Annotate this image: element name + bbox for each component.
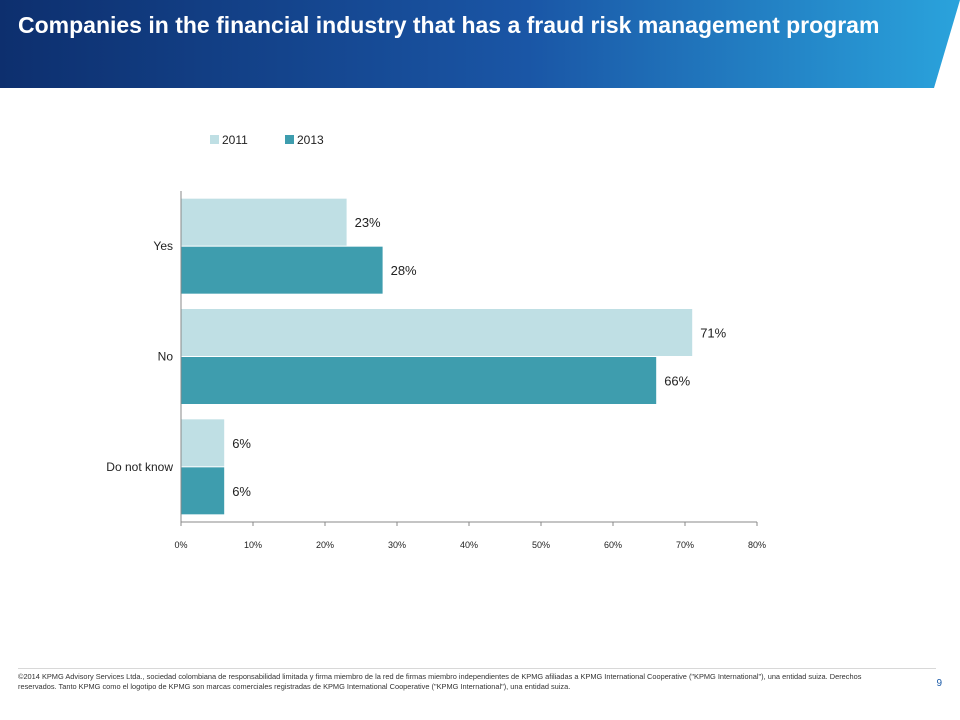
x-tick-label: 80% [748,540,766,550]
legend-label-2013: 2013 [297,133,324,147]
data-label: 66% [664,374,690,389]
legend-label-2011: 2011 [222,133,248,147]
x-tick-label: 70% [676,540,694,550]
bar-no-2013 [181,357,657,404]
legend-swatch-2013 [285,135,294,144]
bar-no-2011 [181,309,693,356]
bar-yes-2013 [181,246,383,294]
bar-do-not-know-2011 [181,419,225,467]
page-title: Companies in the financial industry that… [18,12,880,38]
x-tick-label: 0% [174,540,187,550]
footer-divider [18,668,936,669]
data-label: 71% [700,326,726,341]
bar-yes-2011 [181,198,347,246]
x-tick-label: 60% [604,540,622,550]
x-tick-label: 50% [532,540,550,550]
x-tick-label: 10% [244,540,262,550]
category-label: Yes [153,239,173,253]
page-number: 9 [936,678,942,689]
bar-chart-svg: 2011 2013 23% 28% Yes 71% 66% No 6% 6% Do not know… [106,133,766,550]
category-label: No [158,350,174,364]
data-label: 6% [232,484,251,499]
data-label: 23% [355,215,381,230]
x-tick-label: 30% [388,540,406,550]
category-label: Do not know [106,460,173,474]
title-banner-background [0,0,960,88]
copyright-note: ©2014 KPMG Advisory Services Ltda., soci… [18,672,862,691]
bar-chart: 2011 2013 23% 28% Yes 71% 66% No 6% 6% Do not know… [0,100,960,560]
x-tick-label: 20% [316,540,334,550]
data-label: 28% [391,263,417,278]
bar-do-not-know-2013 [181,467,225,515]
legend-swatch-2011 [210,135,219,144]
title-banner: Companies in the financial industry that… [0,0,960,88]
data-label: 6% [232,436,251,451]
x-tick-label: 40% [460,540,478,550]
